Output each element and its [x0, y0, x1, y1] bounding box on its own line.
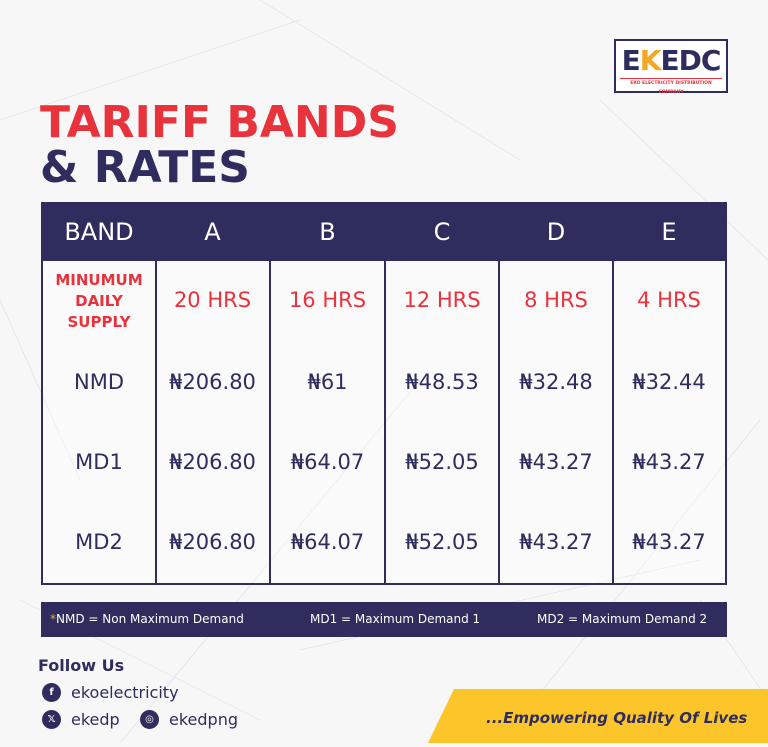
column-divider — [384, 261, 386, 583]
rate-cell: ₦64.07 — [290, 530, 365, 554]
tagline-banner: ...Empowering Quality Of Lives — [428, 689, 768, 743]
supply-hours-d: 8 HRS — [524, 288, 588, 312]
supply-hours-a: 20 HRS — [173, 288, 252, 312]
header-band-c: C — [433, 218, 451, 246]
legend-nmd: *NMD = Non Maximum Demand — [50, 612, 244, 626]
rate-cell: ₦206.80 — [169, 370, 256, 394]
header-band-a: A — [204, 218, 221, 246]
facebook-handle[interactable]: ekoelectricity — [71, 683, 179, 702]
header-band: BAND — [64, 218, 134, 246]
header-band-e: E — [661, 218, 677, 246]
rate-cell: ₦43.27 — [632, 530, 706, 554]
abbreviation-legend: *NMD = Non Maximum Demand MD1 = Maximum … — [41, 602, 727, 637]
supply-hours-b: 16 HRS — [288, 288, 367, 312]
tariff-table: BAND A B C D E MINUMUM DAILY SUPPLY 20 H… — [41, 202, 727, 585]
social-instagram[interactable]: ◎ ekedpng — [140, 710, 238, 729]
rate-cell: ₦43.27 — [519, 530, 593, 554]
lightning-bolt-icon: K — [639, 44, 662, 77]
header-band-d: D — [546, 218, 566, 246]
rate-cell: ₦32.48 — [519, 370, 593, 394]
follow-us-label: Follow Us — [38, 656, 125, 675]
rate-cell: ₦64.07 — [290, 450, 365, 474]
instagram-handle[interactable]: ekedpng — [169, 710, 238, 729]
asterisk: * — [50, 612, 56, 626]
x-icon: 𝕏 — [42, 710, 61, 729]
column-divider — [155, 261, 157, 583]
instagram-icon: ◎ — [140, 710, 159, 729]
facebook-icon: f — [42, 683, 61, 702]
rate-cell: ₦43.27 — [519, 450, 593, 474]
row-label-md2: MD2 — [75, 530, 123, 554]
legend-md2: MD2 = Maximum Demand 2 — [537, 612, 708, 626]
column-divider — [498, 261, 500, 583]
logo-subtitle: EKO ELECTRICITY DISTRIBUTION COMPANY — [620, 78, 722, 95]
rate-cell: ₦52.05 — [405, 450, 479, 474]
column-divider — [269, 261, 271, 583]
row-label-nmd: NMD — [74, 370, 124, 394]
legend-md1: MD1 = Maximum Demand 1 — [310, 612, 481, 626]
rate-cell: ₦43.27 — [632, 450, 706, 474]
ekedc-logo: EKEDC EKO ELECTRICITY DISTRIBUTION COMPA… — [614, 39, 728, 95]
tagline-text: ...Empowering Quality Of Lives — [486, 709, 748, 727]
rate-cell: ₦206.80 — [169, 530, 256, 554]
supply-hours-e: 4 HRS — [637, 288, 701, 312]
column-divider — [612, 261, 614, 583]
rate-cell: ₦206.80 — [169, 450, 256, 474]
social-x[interactable]: 𝕏 ekedp — [42, 710, 120, 729]
rate-cell: ₦52.05 — [405, 530, 479, 554]
social-facebook[interactable]: f ekoelectricity — [42, 683, 179, 702]
supply-hours-c: 12 HRS — [403, 288, 481, 312]
page-title-line2: & RATES — [40, 142, 250, 193]
row-label-md1: MD1 — [75, 450, 123, 474]
rate-cell: ₦32.44 — [632, 370, 706, 394]
page-title-line1: TARIFF BANDS — [40, 97, 399, 148]
rate-cell: ₦48.53 — [405, 370, 479, 394]
table-header: BAND A B C D E — [43, 204, 725, 261]
min-daily-supply-label: MINUMUM DAILY SUPPLY — [55, 271, 143, 331]
header-band-b: B — [319, 218, 336, 246]
x-handle[interactable]: ekedp — [71, 710, 120, 729]
rate-cell: ₦61 — [307, 370, 348, 394]
